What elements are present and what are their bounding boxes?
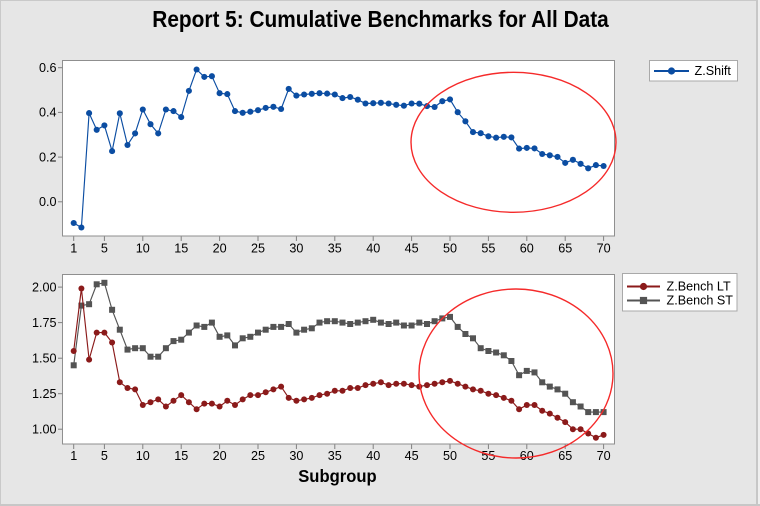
svg-text:Z.Bench ST: Z.Bench ST [667, 294, 734, 308]
svg-text:0.4: 0.4 [39, 106, 57, 120]
svg-text:20: 20 [213, 242, 227, 256]
svg-text:40: 40 [366, 242, 380, 256]
svg-text:1.50: 1.50 [32, 352, 57, 366]
svg-text:45: 45 [405, 449, 419, 463]
svg-text:15: 15 [174, 449, 188, 463]
svg-text:15: 15 [174, 242, 188, 256]
svg-text:55: 55 [481, 449, 495, 463]
svg-text:25: 25 [251, 242, 265, 256]
svg-text:50: 50 [443, 449, 457, 463]
svg-text:45: 45 [405, 242, 419, 256]
svg-text:Z.Shift: Z.Shift [695, 64, 732, 78]
svg-text:Subgroup: Subgroup [298, 467, 376, 487]
svg-text:0.0: 0.0 [39, 195, 57, 209]
svg-text:30: 30 [289, 242, 303, 256]
svg-text:0.2: 0.2 [39, 150, 57, 164]
svg-text:5: 5 [101, 242, 108, 256]
svg-text:10: 10 [136, 242, 150, 256]
svg-text:70: 70 [597, 449, 611, 463]
svg-text:35: 35 [328, 449, 342, 463]
svg-text:70: 70 [597, 242, 611, 256]
svg-text:1: 1 [70, 449, 77, 463]
svg-text:35: 35 [328, 242, 342, 256]
svg-text:1.25: 1.25 [32, 387, 57, 401]
svg-text:2.00: 2.00 [32, 280, 57, 294]
svg-text:65: 65 [558, 242, 572, 256]
svg-text:1.00: 1.00 [32, 423, 57, 437]
svg-text:Report 5: Cumulative Benchmark: Report 5: Cumulative Benchmarks for All … [152, 6, 609, 32]
svg-text:40: 40 [366, 449, 380, 463]
svg-text:1: 1 [70, 242, 77, 256]
svg-text:1.75: 1.75 [32, 316, 57, 330]
svg-text:30: 30 [289, 449, 303, 463]
svg-text:55: 55 [481, 242, 495, 256]
svg-text:60: 60 [520, 449, 534, 463]
svg-text:50: 50 [443, 242, 457, 256]
svg-text:20: 20 [213, 449, 227, 463]
svg-text:10: 10 [136, 449, 150, 463]
svg-text:65: 65 [558, 449, 572, 463]
svg-text:0.6: 0.6 [39, 61, 57, 75]
svg-text:25: 25 [251, 449, 265, 463]
svg-text:60: 60 [520, 242, 534, 256]
svg-text:5: 5 [101, 449, 108, 463]
svg-text:Z.Bench LT: Z.Bench LT [667, 280, 731, 294]
